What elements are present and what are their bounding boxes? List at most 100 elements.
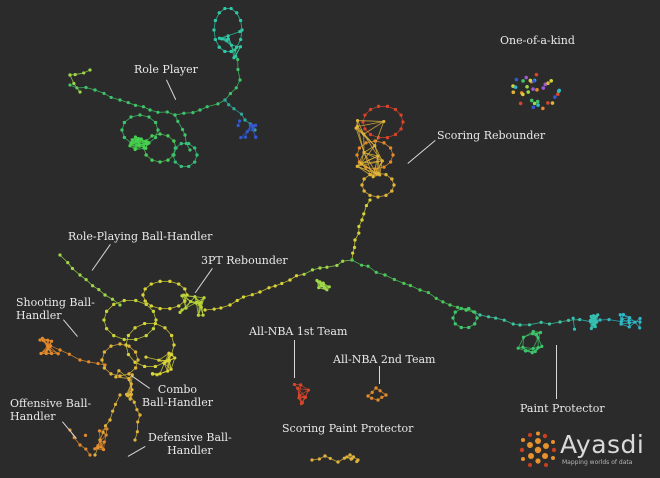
network-edge (517, 337, 524, 349)
label-line: Handler (10, 410, 56, 423)
network-node (132, 400, 136, 404)
network-node (530, 351, 534, 355)
network-node (546, 81, 550, 86)
network-node (129, 382, 133, 386)
network-node (114, 375, 118, 379)
network-edge (221, 38, 232, 46)
network-node (239, 135, 243, 140)
network-node (117, 369, 121, 373)
network-edge (363, 152, 378, 157)
network-node (83, 433, 88, 437)
network-node (172, 343, 176, 347)
network-node (56, 352, 60, 356)
network-edge (94, 89, 105, 94)
network-edge (237, 69, 241, 81)
network-node (245, 130, 249, 134)
network-edge (620, 314, 630, 319)
network-node (300, 401, 304, 405)
network-node (546, 101, 550, 105)
network-node (572, 327, 577, 331)
network-node (93, 447, 97, 451)
network-node (226, 34, 230, 38)
network-node (156, 128, 160, 132)
network-node (521, 92, 525, 97)
network-node (638, 316, 642, 321)
network-node (236, 123, 240, 128)
network-edge (428, 292, 437, 299)
network-node (125, 394, 130, 398)
network-node (359, 161, 363, 165)
network-node (188, 148, 192, 152)
network-node (303, 395, 308, 399)
network-node (133, 135, 138, 139)
network-edge (50, 345, 61, 351)
network-node (44, 351, 48, 356)
network-node (130, 388, 134, 392)
network-node (589, 326, 593, 331)
network-edge (69, 353, 81, 361)
network-node (229, 43, 234, 47)
network-node (540, 344, 544, 348)
network-node (141, 105, 146, 109)
network-edge (135, 300, 147, 305)
network-node (105, 427, 109, 431)
network-edge (190, 301, 202, 308)
network-node (355, 459, 359, 464)
label-line: Combo (157, 383, 198, 396)
network-edge (131, 139, 136, 150)
network-node (39, 351, 43, 356)
label-offensive-ball-handler: Offensive Ball- Handler (10, 397, 91, 423)
network-node (297, 393, 301, 397)
network-edge (356, 152, 365, 167)
network-edge (135, 335, 147, 340)
label-scoring-rebounder: Scoring Rebounder (437, 129, 546, 142)
network-edge (137, 141, 149, 143)
network-node (538, 330, 543, 335)
network-node (596, 313, 600, 317)
network-node (130, 138, 134, 142)
network-node (40, 336, 45, 340)
network-edge (522, 346, 533, 354)
network-edge (326, 265, 337, 268)
network-node (97, 429, 102, 433)
network-edge (529, 321, 542, 326)
network-node (296, 386, 300, 390)
label-line: Defensive Ball- (148, 431, 232, 444)
network-node (557, 88, 562, 93)
network-node (593, 325, 597, 329)
network-node (133, 326, 137, 330)
network-node (529, 98, 534, 103)
network-node (511, 90, 516, 95)
network-node (88, 68, 92, 72)
network-node (184, 306, 188, 310)
network-edge (351, 259, 362, 266)
network-node (627, 325, 631, 329)
network-edge (522, 337, 524, 348)
network-edge (125, 335, 129, 346)
network-node (179, 141, 183, 146)
network-node (46, 347, 50, 351)
network-node (621, 312, 625, 317)
network-edge (134, 143, 148, 150)
network-node (133, 438, 137, 442)
network-node (534, 332, 539, 337)
network-edge (608, 319, 622, 322)
network-node (627, 316, 632, 320)
network-node (153, 321, 157, 326)
network-node (525, 84, 529, 89)
network-edge (522, 346, 534, 350)
network-node (378, 173, 382, 177)
network-edge (125, 344, 129, 355)
network-node (541, 86, 546, 90)
network-node (146, 140, 150, 145)
label-line: Ball-Handler (142, 396, 213, 409)
network-node (362, 132, 366, 136)
network-node (521, 345, 525, 349)
label-combo-ball-handler: Combo Ball-Handler (142, 383, 213, 409)
network-node (173, 356, 177, 360)
network-node (199, 305, 203, 309)
network-node (250, 123, 254, 127)
network-node (518, 101, 523, 106)
network-edge (59, 349, 70, 355)
